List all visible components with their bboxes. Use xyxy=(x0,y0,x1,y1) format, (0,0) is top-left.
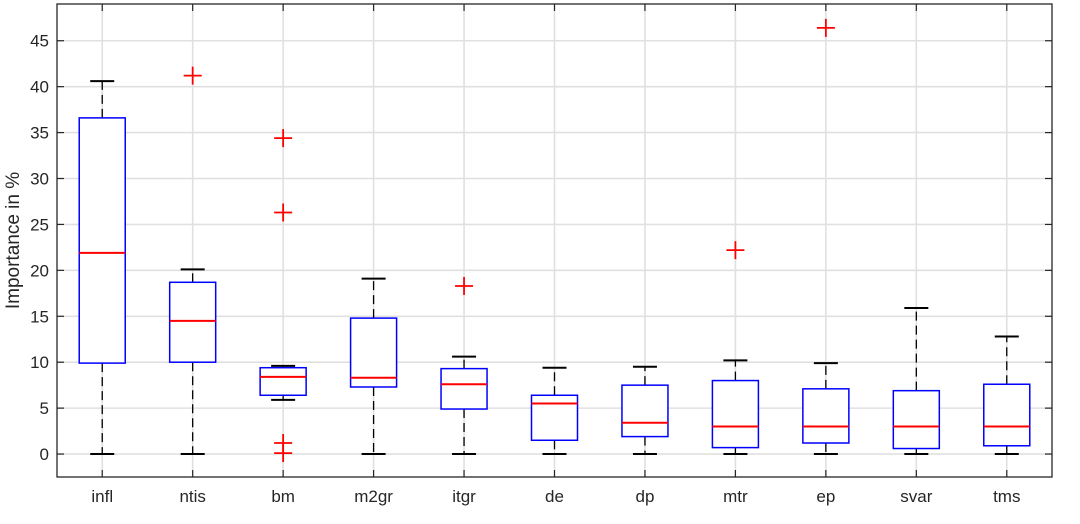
x-tick-label-infl: infl xyxy=(91,487,113,506)
x-tick-label-itgr: itgr xyxy=(452,487,476,506)
y-tick-label: 5 xyxy=(40,399,49,418)
iqr-box xyxy=(711,379,760,449)
outlier-marker xyxy=(455,276,474,295)
box-tms xyxy=(983,335,1031,456)
x-tick-label-bm: bm xyxy=(271,487,295,506)
iqr-box xyxy=(621,384,669,438)
x-tick-label-svar: svar xyxy=(900,487,932,506)
x-tick-label-dp: dp xyxy=(635,487,654,506)
y-tick-label: 40 xyxy=(30,78,49,97)
box-bm xyxy=(259,129,307,463)
iqr-box xyxy=(802,388,850,444)
box-de xyxy=(530,366,579,456)
boxes-layer xyxy=(78,18,1031,463)
y-tick-label: 25 xyxy=(30,215,49,234)
iqr-box xyxy=(349,317,398,388)
tick-labels: 0 5 10 15 20 25 30 35 40 45 infl ntis bm m2gr itgr de dp… xyxy=(30,32,1020,506)
plot-frame xyxy=(56,3,1053,478)
box-dp xyxy=(621,365,669,456)
iqr-box xyxy=(168,281,217,363)
box-itgr xyxy=(440,276,488,456)
y-tick-label: 0 xyxy=(40,445,49,464)
x-tick-label-de: de xyxy=(545,487,564,506)
iqr-box xyxy=(259,366,307,397)
y-tick-label: 20 xyxy=(30,261,49,280)
iqr-box xyxy=(983,383,1031,447)
x-tick-label-ep: ep xyxy=(816,487,835,506)
x-tick-label-m2gr: m2gr xyxy=(354,487,393,506)
y-axis-label: Importance in % xyxy=(3,172,24,309)
box-ep xyxy=(802,18,850,456)
box-svar xyxy=(892,307,941,456)
outlier-marker xyxy=(274,444,293,463)
y-tick-label: 35 xyxy=(30,124,49,143)
box-ntis xyxy=(168,66,217,456)
outlier-marker xyxy=(816,18,835,37)
iqr-box xyxy=(78,117,126,364)
iqr-box xyxy=(530,394,579,442)
box-mtr xyxy=(711,241,760,456)
y-tick-label: 30 xyxy=(30,170,49,189)
x-tick-label-mtr: mtr xyxy=(723,487,748,506)
y-tick-label: 45 xyxy=(30,32,49,51)
iqr-box xyxy=(892,389,941,450)
outlier-marker xyxy=(274,203,293,222)
x-tick-label-ntis: ntis xyxy=(179,487,205,506)
box-m2gr xyxy=(349,277,398,456)
outlier-marker xyxy=(274,129,293,148)
y-tick-label: 10 xyxy=(30,353,49,372)
outlier-marker xyxy=(726,241,745,260)
x-tick-label-tms: tms xyxy=(993,487,1020,506)
box-infl xyxy=(78,80,126,456)
axis-ticks xyxy=(57,4,1052,477)
outlier-marker xyxy=(183,66,202,85)
iqr-box xyxy=(440,367,488,410)
y-tick-label: 15 xyxy=(30,307,49,326)
